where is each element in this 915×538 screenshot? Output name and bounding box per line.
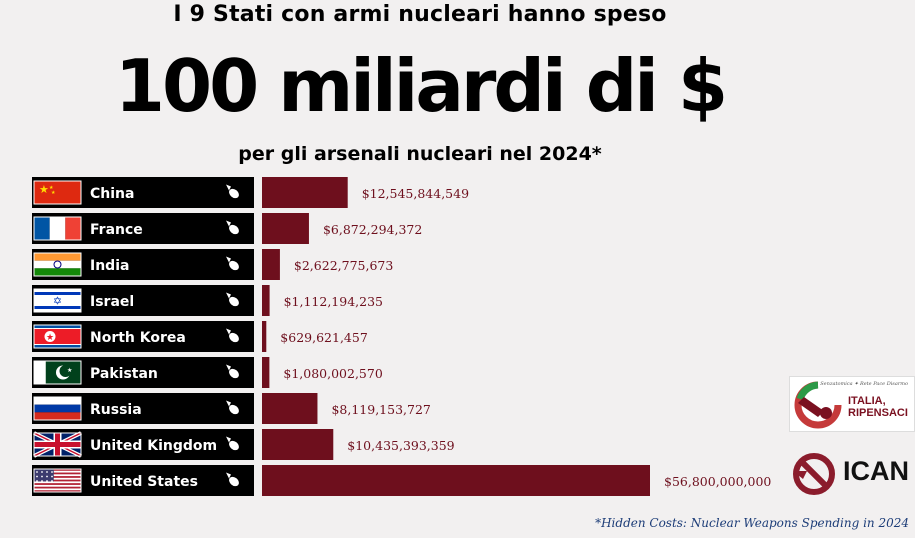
italia-ripensaci-word-2: RIPENSACI [848,407,908,419]
country-name: Russia [90,402,142,418]
country-name: France [90,222,143,238]
value-label: $12,545,844,549 [362,186,469,201]
row-france: France $6,872,294,372 [32,213,422,244]
country-name: North Korea [90,330,186,346]
north-korea-flag: ★ [33,324,82,349]
nuclear-bomb-icon [226,436,239,451]
svg-text:★: ★ [46,333,54,343]
row-north-korea: ★ North Korea $629,621,457 [32,321,368,352]
country-name: Israel [90,294,134,310]
bar [262,285,270,316]
row-israel: ✡ Israel $1,112,194,235 [32,285,383,316]
israel-flag: ✡ [33,288,82,313]
country-name: China [90,186,134,202]
header-line-1: I 9 Stati con armi nucleari hanno speso [173,2,667,27]
bar [262,177,348,208]
ican-wordmark: ICAN [843,456,909,486]
svg-text:★: ★ [67,367,72,374]
country-name: India [90,258,129,274]
row-united-states: United States $56,800,000,000 [32,465,771,496]
row-united-kingdom: United Kingdom $10,435,393,359 [32,429,455,460]
nuclear-bomb-icon [226,292,239,307]
france-flag [33,216,82,241]
svg-text:★: ★ [39,183,49,196]
ican-logo: ICAN [789,447,913,499]
nuclear-bomb-icon [226,256,239,271]
nuclear-bomb-icon [226,328,239,343]
header-line-3: per gli arsenali nucleari nel 2024* [238,143,602,165]
value-label: $6,872,294,372 [323,222,422,237]
italia-ripensaci-word-1: ITALIA, [848,395,886,407]
pakistan-flag: ★ [33,360,82,385]
value-label: $8,119,153,727 [331,402,430,417]
svg-text:★: ★ [51,190,56,196]
russia-flag [33,396,82,421]
country-name: United States [90,474,198,490]
row-india: India $2,622,775,673 [32,249,393,280]
svg-text:✡: ✡ [53,295,62,308]
header-headline: 100 miliardi di $ [114,44,728,128]
ican-emblem-icon [793,453,835,495]
bar [262,393,318,424]
nuclear-bomb-icon [226,184,239,199]
italia-ripensaci-logo: Senzatomica ✦ Rete Pace Disarmo ITALIA, … [789,376,915,432]
country-name: Pakistan [90,366,158,382]
country-name: United Kingdom [90,438,217,454]
bar [262,465,650,496]
value-label: $629,621,457 [280,330,368,345]
nuclear-bomb-icon [226,220,239,235]
us-flag [33,468,82,493]
source-footnote: *Hidden Costs: Nuclear Weapons Spending … [595,516,909,530]
value-label: $1,080,002,570 [283,366,382,381]
value-label: $56,800,000,000 [664,474,771,489]
china-flag: ★ ★★ [33,180,82,205]
value-label: $10,435,393,359 [347,438,454,453]
svg-text:★: ★ [49,185,54,191]
row-russia: Russia $8,119,153,727 [32,393,431,424]
bar [262,357,270,388]
bar [262,321,267,352]
row-pakistan: ★ Pakistan $1,080,002,570 [32,357,383,388]
india-flag [33,252,82,277]
nuclear-bomb-icon [226,364,239,379]
bar [262,249,280,280]
italia-ripensaci-emblem [794,381,842,429]
row-china: ★ ★★ China $12,545,844,549 [32,177,469,208]
bar [262,429,334,460]
nuclear-bomb-icon [226,400,239,415]
uk-flag [33,431,82,458]
value-label: $1,112,194,235 [284,294,383,309]
value-label: $2,622,775,673 [294,258,393,273]
nuclear-bomb-icon [226,472,239,487]
bar [262,213,309,244]
